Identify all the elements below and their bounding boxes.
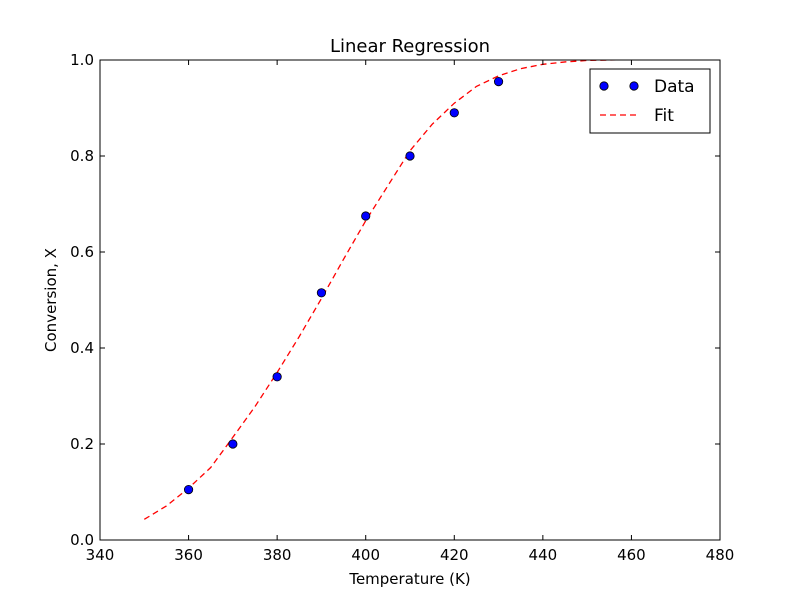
legend-data-marker [629,81,639,91]
axes-frame [99,59,721,541]
x-axis-label: Temperature (K) [348,570,470,588]
fit-line [143,60,632,520]
y-tick-label: 0.4 [70,339,94,357]
data-point [449,108,459,118]
y-axis-label: Conversion, X [42,248,60,352]
data-point [272,372,282,382]
plot-area: 340 360 380 400 420 440 460 480 0.0 0.2 0.4 0.6 0.8 1… [70,51,734,564]
legend-label-data: Data [654,77,695,97]
data-point [405,151,415,161]
data-point [183,484,194,495]
y-tick-label: 1.0 [70,51,94,69]
y-tick-label: 0.0 [70,531,94,549]
x-tick-label: 380 [263,546,292,564]
data-point [316,288,327,298]
legend-label-fit: Fit [654,106,674,126]
x-tick-label: 400 [351,546,380,564]
y-tick-label: 0.6 [70,243,94,261]
legend-data-marker [599,81,609,91]
x-tick-label: 440 [529,546,558,564]
data-point [361,211,371,221]
x-tick-label: 360 [174,546,203,564]
chart-title: Linear Regression [330,36,490,57]
x-tick-label: 480 [706,546,735,564]
legend: Data Fit [589,68,711,134]
data-point [228,439,238,449]
y-tick-label: 0.8 [70,147,94,165]
data-point [493,77,504,87]
y-tick-label: 0.2 [70,435,94,453]
legend-box [589,68,711,134]
x-tick-label: 460 [617,546,646,564]
x-tick-label: 420 [440,546,469,564]
x-tick-label: 340 [86,546,115,564]
